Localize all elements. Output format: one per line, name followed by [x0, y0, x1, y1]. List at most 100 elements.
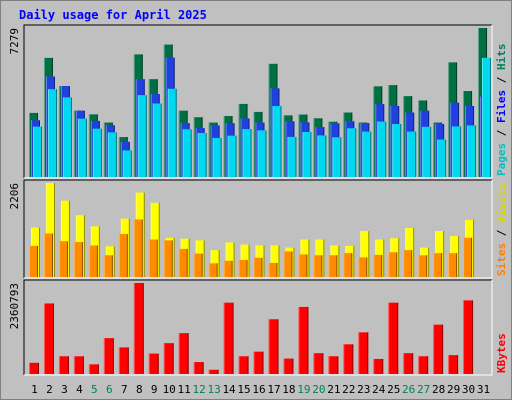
bar-sites-day-3: [58, 241, 68, 277]
bar-kbytes-day-22: [343, 344, 354, 374]
bar-visits-day-14: [225, 242, 235, 277]
x-tick-label-5: 5: [91, 383, 98, 396]
bar-sites-day-7: [118, 233, 128, 277]
x-tick-label-17: 17: [267, 383, 280, 396]
bar-sites-day-19: [298, 254, 308, 277]
bar-kbytes-day-10: [163, 343, 174, 374]
bar-sites-day-22: [343, 253, 353, 277]
bar-sites-day-23: [358, 257, 368, 277]
panel-max-label: 7279: [8, 28, 21, 55]
bar-visits-day-17: [270, 245, 280, 277]
panel-legend: Sites / Visits: [495, 183, 508, 276]
bar-pages-day-26: [407, 131, 417, 177]
bar-kbytes-day-26: [403, 353, 414, 374]
bar-kbytes-day-13: [208, 369, 219, 374]
x-tick-label-27: 27: [417, 383, 430, 396]
bar-pages-day-8: [137, 95, 147, 177]
x-tick-label-26: 26: [402, 383, 415, 396]
bar-kbytes-day-4: [73, 356, 84, 374]
x-tick-label-13: 13: [207, 383, 220, 396]
bar-pages-day-24: [377, 121, 387, 177]
bar-pages-day-30: [467, 125, 477, 177]
bar-kbytes-day-29: [448, 355, 459, 374]
legend-kbytes: KBytes: [495, 333, 508, 373]
bar-pages-day-12: [197, 132, 207, 177]
x-tick-label-21: 21: [327, 383, 340, 396]
x-tick-label-25: 25: [387, 383, 400, 396]
series-pages: [33, 57, 492, 177]
bar-kbytes-day-16: [253, 351, 264, 374]
bar-kbytes-day-15: [238, 356, 249, 374]
bar-kbytes-day-8: [133, 283, 144, 374]
bar-sites-day-24: [373, 254, 383, 277]
bar-pages-day-3: [62, 97, 72, 177]
bar-kbytes-day-3: [58, 356, 69, 374]
bar-kbytes-day-7: [118, 347, 129, 374]
bar-kbytes-day-20: [313, 353, 324, 374]
bar-kbytes-day-21: [328, 356, 339, 374]
series-sites: [29, 219, 473, 277]
bar-kbytes-day-17: [268, 319, 279, 374]
bar-pages-day-16: [257, 130, 267, 177]
bar-sites-day-25: [388, 252, 398, 277]
bar-sites-day-26: [403, 250, 413, 277]
legend-separator: /: [495, 223, 508, 243]
bar-kbytes-day-9: [148, 353, 159, 374]
bar-sites-day-16: [253, 257, 263, 277]
bar-sites-day-14: [223, 260, 233, 277]
bar-sites-day-6: [103, 255, 113, 277]
panel-legend: Pages / Files / Hits: [495, 44, 508, 177]
x-tick-label-9: 9: [151, 383, 158, 396]
bar-kbytes-day-30: [463, 300, 474, 374]
bar-sites-day-4: [73, 242, 83, 277]
legend-files: Files: [495, 90, 508, 123]
bar-sites-day-17: [268, 262, 278, 277]
bar-kbytes-day-23: [358, 332, 369, 374]
panel-3: 2360793 KBytes: [8, 279, 508, 376]
bar-sites-day-12: [193, 253, 203, 277]
bar-kbytes-day-6: [103, 338, 114, 374]
x-axis-labels: 1 2 3 4 5 6 7 8 9 10 11 12 13 14 15 16 17 18 19 20 21 22 23 24 2…: [31, 383, 490, 396]
panel-border-dark: [23, 279, 492, 375]
bar-pages-day-1: [33, 126, 42, 177]
bar-sites-day-27: [418, 255, 428, 277]
x-tick-label-19: 19: [297, 383, 310, 396]
x-tick-label-23: 23: [357, 383, 370, 396]
bar-sites-day-21: [328, 255, 338, 277]
bar-sites-day-29: [448, 253, 458, 277]
bar-sites-day-10: [163, 240, 173, 277]
bar-sites-day-20: [313, 255, 323, 277]
bar-visits-day-23: [360, 230, 370, 277]
x-tick-label-28: 28: [432, 383, 445, 396]
x-tick-label-6: 6: [106, 383, 113, 396]
legend-hits: Hits: [495, 44, 508, 71]
bar-kbytes-day-1: [29, 362, 39, 374]
bar-pages-day-7: [122, 150, 132, 177]
bar-pages-day-31: [482, 57, 492, 177]
bar-pages-day-29: [452, 126, 462, 177]
bar-sites-day-28: [433, 253, 443, 277]
bar-kbytes-day-27: [418, 356, 429, 374]
bar-pages-day-20: [317, 135, 327, 177]
x-tick-label-8: 8: [136, 383, 143, 396]
bar-pages-day-19: [302, 131, 312, 177]
bar-sites-day-15: [238, 259, 248, 277]
bar-sites-day-30: [463, 237, 473, 277]
x-tick-label-16: 16: [252, 383, 265, 396]
x-tick-label-7: 7: [121, 383, 128, 396]
bar-visits-day-3: [60, 200, 70, 277]
x-tick-label-30: 30: [462, 383, 475, 396]
bar-pages-day-14: [227, 135, 237, 177]
bar-sites-day-11: [178, 248, 188, 277]
chart-title: Daily usage for April 2025: [19, 8, 207, 22]
bar-pages-day-9: [152, 103, 162, 177]
bar-kbytes-day-12: [193, 362, 204, 374]
bar-pages-day-10: [167, 88, 177, 177]
panel-border-light: [24, 180, 493, 279]
bar-kbytes-day-2: [43, 303, 54, 374]
panel-legend: KBytes: [495, 333, 508, 373]
legend-separator: /: [495, 123, 508, 143]
bar-kbytes-day-28: [433, 324, 444, 374]
x-tick-label-14: 14: [222, 383, 236, 396]
